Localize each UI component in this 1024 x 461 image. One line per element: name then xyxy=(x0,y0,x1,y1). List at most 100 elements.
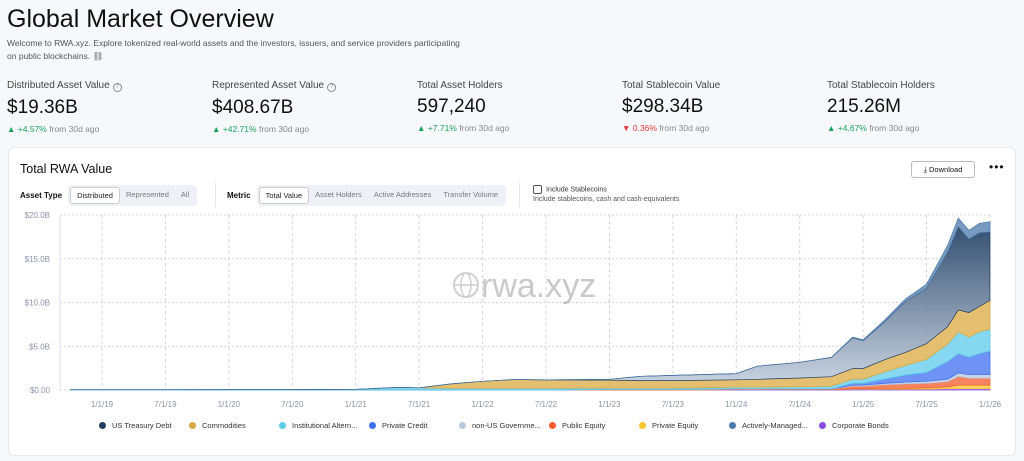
x-tick-label: 7/1/24 xyxy=(789,400,812,409)
legend-label: Commodities xyxy=(202,421,246,430)
asset-type-group: Asset Type Distributed Represented All xyxy=(20,185,198,206)
option-total-value[interactable]: Total Value xyxy=(258,187,310,204)
stat-label: Total Stablecoin Value xyxy=(622,80,721,91)
legend-dot-icon xyxy=(99,422,106,429)
stat-value: 597,240 xyxy=(417,96,486,117)
legend-dot-icon xyxy=(279,422,286,429)
stat-label: Represented Asset Value? xyxy=(212,80,412,92)
stat-card: Total Stablecoin Holders 215.26M ▲ +4.67… xyxy=(827,80,1024,133)
stat-card: Total Asset Holders 597,240 ▲ +7.71% fro… xyxy=(417,80,617,133)
area-actively-managed-[interactable] xyxy=(70,217,991,391)
stat-label: Total Asset Holders xyxy=(417,80,503,91)
legend-dot-icon xyxy=(639,422,646,429)
x-tick-label: 1/1/19 xyxy=(91,400,114,409)
arrow-up-icon: ▲ xyxy=(827,123,836,133)
legend-item[interactable]: Private Credit xyxy=(369,421,459,430)
x-tick-label: 1/1/26 xyxy=(979,400,1002,409)
download-button[interactable]: ⤓ Download xyxy=(911,161,975,178)
legend-item[interactable]: Public Equity xyxy=(549,421,639,430)
area-us-treasury-debt[interactable] xyxy=(70,226,991,391)
stat-card: Distributed Asset Value? $19.36B ▲ +4.57… xyxy=(7,80,207,134)
stat-card: Total Stablecoin Value $298.34B ▼ 0.36% … xyxy=(622,80,822,133)
divider xyxy=(215,183,216,207)
x-tick-label: 1/1/20 xyxy=(218,400,241,409)
x-tick-label: 7/1/23 xyxy=(662,400,685,409)
x-tick-label: 7/1/21 xyxy=(408,400,431,409)
stat-change: ▲ +7.71% from 30d ago xyxy=(417,123,510,133)
arrow-up-icon: ▲ xyxy=(7,124,16,134)
more-options-button[interactable]: ••• xyxy=(989,160,1005,174)
legend-item[interactable]: US Treasury Debt xyxy=(99,421,189,430)
stat-value: $19.36B xyxy=(7,97,78,118)
legend-dot-icon xyxy=(729,422,736,429)
legend-dot-icon xyxy=(189,422,196,429)
stat-change: ▲ +4.57% from 30d ago xyxy=(7,124,100,134)
option-active-addresses[interactable]: Active Addresses xyxy=(373,190,432,199)
x-tick-label: 1/1/22 xyxy=(471,400,494,409)
x-tick-label: 1/1/21 xyxy=(345,400,368,409)
legend-label: Private Equity xyxy=(652,421,699,430)
divider xyxy=(519,183,520,207)
stat-label: Distributed Asset Value? xyxy=(7,80,207,92)
card-title: Total RWA Value xyxy=(20,162,113,176)
x-tick-label: 7/1/20 xyxy=(281,400,304,409)
option-all[interactable]: All xyxy=(180,190,190,199)
y-tick-label: $15.0B xyxy=(25,255,50,264)
stablecoins-checkbox[interactable] xyxy=(533,185,542,194)
stat-change: ▲ +42.71% from 30d ago xyxy=(212,124,310,134)
legend-label: US Treasury Debt xyxy=(112,421,172,430)
y-tick-label: $20.0B xyxy=(25,211,50,220)
stat-value: $298.34B xyxy=(622,96,704,117)
metric-label: Metric xyxy=(227,191,251,200)
legend-item[interactable]: Actively-Managed... xyxy=(729,421,819,430)
option-asset-holders[interactable]: Asset Holders xyxy=(315,190,362,199)
arrow-down-icon: ▼ xyxy=(622,123,631,133)
legend-label: non-US Governme... xyxy=(472,421,541,430)
total-rwa-card: Total RWA Value ⤓ Download ••• Asset Typ… xyxy=(8,147,1016,456)
svg-text:rwa.xyz: rwa.xyz xyxy=(481,267,596,305)
stat-label: Total Stablecoin Holders xyxy=(827,80,935,91)
stat-change: ▼ 0.36% from 30d ago xyxy=(622,123,710,133)
y-tick-label: $5.0B xyxy=(29,342,50,351)
stat-value: 215.26M xyxy=(827,96,901,117)
page-title: Global Market Overview xyxy=(7,5,274,33)
x-tick-label: 1/1/23 xyxy=(598,400,621,409)
legend-item[interactable]: Corporate Bonds xyxy=(819,421,909,430)
x-tick-label: 1/1/25 xyxy=(852,400,875,409)
legend-label: Corporate Bonds xyxy=(832,421,889,430)
option-represented[interactable]: Represented xyxy=(125,190,169,199)
info-icon[interactable]: ? xyxy=(327,83,337,92)
legend-dot-icon xyxy=(369,422,376,429)
rwa-watermark-logo: rwa.xyz xyxy=(453,267,596,305)
option-distributed[interactable]: Distributed xyxy=(70,187,120,204)
include-stablecoins[interactable]: Include Stablecoins Include stablecoins,… xyxy=(533,185,679,203)
legend-item[interactable]: non-US Governme... xyxy=(459,421,549,430)
stat-card: Represented Asset Value? $408.67B ▲ +42.… xyxy=(212,80,412,134)
x-tick-label: 7/1/25 xyxy=(915,400,938,409)
arrow-up-icon: ▲ xyxy=(417,123,426,133)
chart-legend: US Treasury Debt Commodities Institutional… xyxy=(99,421,909,430)
y-tick-label: $0.00 xyxy=(30,386,51,395)
legend-dot-icon xyxy=(459,422,466,429)
legend-item[interactable]: Institutional Altern... xyxy=(279,421,369,430)
option-transfer-volume[interactable]: Transfer Volume xyxy=(443,190,499,199)
y-tick-label: $10.0B xyxy=(25,299,50,308)
legend-label: Institutional Altern... xyxy=(292,421,358,430)
arrow-up-icon: ▲ xyxy=(212,124,221,134)
metric-group: Metric Total Value Asset Holders Active Ad… xyxy=(227,185,507,206)
legend-dot-icon xyxy=(819,422,826,429)
stat-value: $408.67B xyxy=(212,97,294,118)
legend-dot-icon xyxy=(549,422,556,429)
stablecoins-label: Include Stablecoins xyxy=(546,186,607,194)
legend-label: Public Equity xyxy=(562,421,606,430)
stablecoins-hint: Include stablecoins, cash and cash-equiv… xyxy=(533,196,680,203)
stat-change: ▲ +4.67% from 30d ago xyxy=(827,123,920,133)
asset-type-label: Asset Type xyxy=(20,191,63,200)
download-label: Download xyxy=(929,165,963,174)
legend-label: Actively-Managed... xyxy=(742,421,808,430)
legend-item[interactable]: Private Equity xyxy=(639,421,729,430)
info-icon[interactable]: ? xyxy=(112,83,122,92)
legend-item[interactable]: Commodities xyxy=(189,421,279,430)
x-tick-label: 1/1/24 xyxy=(725,400,748,409)
